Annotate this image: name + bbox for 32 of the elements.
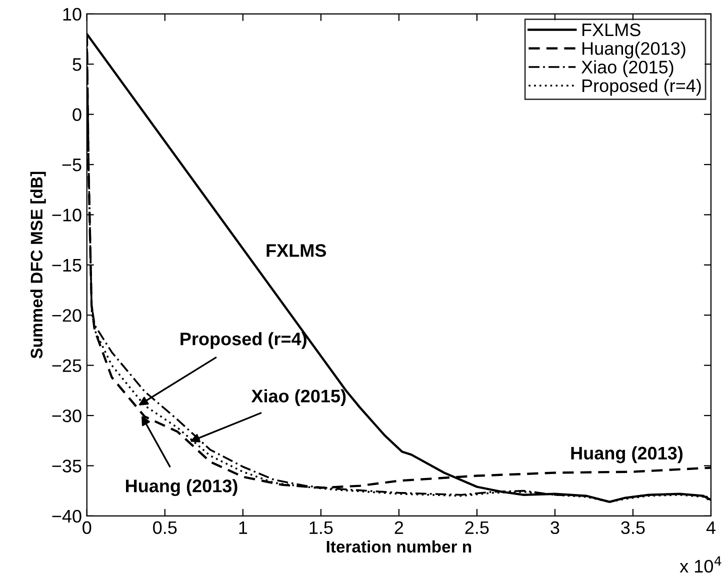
x-tick-label: 0 xyxy=(82,521,92,534)
x-tick-label: 2.5 xyxy=(465,521,489,534)
x-tick-label: 1 xyxy=(239,521,248,534)
y-tick-label: 10 xyxy=(63,8,82,21)
y-tick-label: −10 xyxy=(52,208,82,222)
x-tick-label: 1.5 xyxy=(310,521,333,534)
y-axis-title: Summed DFC MSE [dB] xyxy=(30,172,46,358)
y-tick-label: −5 xyxy=(62,158,82,172)
y-tick-label: −25 xyxy=(52,359,82,372)
y-tick-label: −20 xyxy=(52,309,82,322)
annotation: Proposed (r=4) xyxy=(180,332,306,349)
x-tick-label: 0.5 xyxy=(153,521,177,534)
y-tick-label: 5 xyxy=(72,58,82,71)
annotation: FXLMS xyxy=(266,244,326,257)
x-axis-title: Iteration number n xyxy=(326,540,472,553)
y-tick-label: −15 xyxy=(52,259,82,272)
x-tick-label: 4 xyxy=(706,521,716,534)
y-tick-label: 0 xyxy=(72,108,82,122)
annotation: Huang (2013) xyxy=(571,446,683,464)
legend-label: Proposed (r=4) xyxy=(582,78,701,96)
y-tick-label: −35 xyxy=(52,460,82,472)
y-tick-label: −30 xyxy=(52,409,82,422)
x-tick-label: 2 xyxy=(394,521,404,534)
x-tick-label: 3.5 xyxy=(621,521,645,534)
annotation: Huang (2013) xyxy=(126,479,238,496)
legend-label: Huang(2013) xyxy=(582,42,686,58)
text: x 10$^{4}$ xyxy=(680,556,722,573)
x-tick-label: 3 xyxy=(550,521,560,534)
annotation: Xiao (2015) xyxy=(251,389,346,406)
y-tick-label: −40 xyxy=(52,510,82,523)
legend-label: FXLMS xyxy=(582,23,640,36)
legend-label: Xiao (2015) xyxy=(581,60,674,78)
